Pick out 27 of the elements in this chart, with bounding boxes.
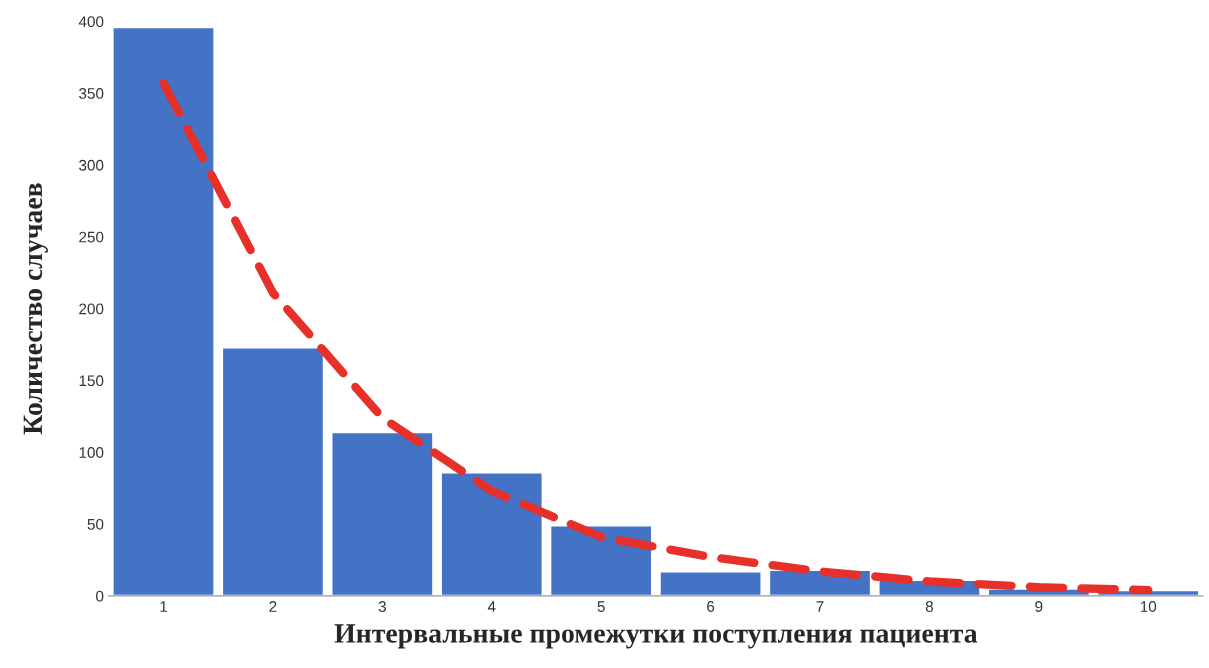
y-tick-label: 350 bbox=[79, 88, 104, 99]
y-axis-title: Количество случаев bbox=[23, 183, 48, 435]
x-tick-label: 7 bbox=[816, 601, 824, 612]
bar bbox=[330, 431, 435, 596]
x-tick-label: 6 bbox=[707, 601, 715, 612]
x-tick-label: 5 bbox=[597, 601, 605, 612]
x-axis-title: Интервальные промежутки поступления пациента bbox=[334, 624, 978, 649]
x-tick-label: 4 bbox=[487, 601, 496, 612]
bar bbox=[111, 26, 216, 596]
x-tick-label: 10 bbox=[1140, 601, 1157, 612]
x-tick-label: 2 bbox=[269, 601, 277, 612]
y-tick-label: 250 bbox=[79, 231, 104, 243]
x-tick-label: 3 bbox=[378, 601, 386, 612]
bar bbox=[221, 346, 325, 596]
y-tick-label: 200 bbox=[79, 303, 104, 315]
bar bbox=[658, 570, 763, 596]
y-tick-label: 400 bbox=[78, 16, 104, 28]
x-tick-label: 8 bbox=[925, 601, 933, 612]
y-tick-label: 0 bbox=[96, 590, 104, 602]
x-tick-label: 9 bbox=[1035, 601, 1043, 612]
y-tick-label: 50 bbox=[87, 518, 104, 530]
bar bbox=[439, 471, 544, 596]
y-tick-label: 100 bbox=[79, 447, 104, 458]
y-tick-label: 150 bbox=[79, 375, 104, 387]
y-tick-label: 300 bbox=[79, 159, 104, 171]
bar bbox=[549, 524, 654, 596]
x-tick-label: 1 bbox=[160, 601, 168, 612]
